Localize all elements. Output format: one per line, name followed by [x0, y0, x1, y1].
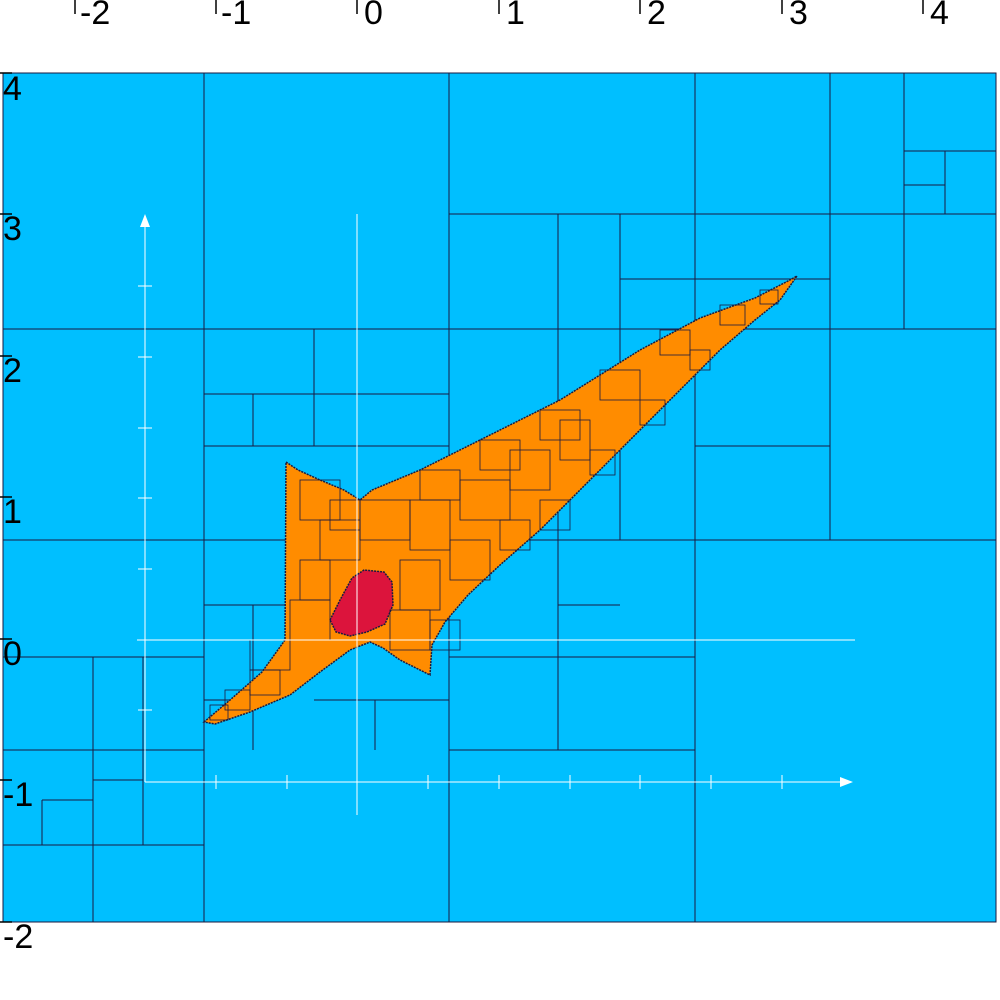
top-axis: -2 -1 0 1 2 3 4: [74, 0, 949, 32]
left-tick-label: 0: [3, 635, 22, 673]
fine-box: [319, 519, 361, 561]
fine-box: [509, 449, 551, 491]
fine-box: [719, 304, 746, 326]
top-tick-label: -2: [80, 0, 110, 32]
fine-box: [639, 399, 666, 426]
left-tick-label: 2: [3, 352, 22, 390]
fine-box: [449, 539, 491, 581]
overlay-ticks: [138, 285, 783, 789]
left-tick-label: 3: [3, 210, 22, 248]
left-tick-label: 1: [3, 493, 22, 531]
fine-box: [459, 479, 511, 521]
fine-box: [499, 519, 531, 551]
fine-box: [479, 439, 521, 471]
top-tick-label: 3: [789, 0, 808, 32]
overlay-x-arrow-icon: [840, 777, 853, 787]
fine-box: [759, 289, 779, 305]
boundary-fine-boxes: [209, 289, 779, 721]
subdivision-grid: [3, 73, 996, 922]
fine-box: [429, 619, 461, 651]
top-tick-label: 2: [647, 0, 666, 32]
left-tick-label: -1: [3, 776, 33, 814]
fine-box: [659, 329, 691, 356]
fine-box: [209, 704, 229, 721]
fine-box: [599, 369, 641, 401]
overlay-y-arrow-icon: [140, 214, 150, 227]
top-tick-label: 1: [506, 0, 525, 32]
top-tick-label: 0: [364, 0, 383, 32]
left-tick-label: -2: [3, 918, 33, 956]
fine-box: [329, 499, 361, 531]
top-tick-label: 4: [930, 0, 949, 32]
left-tick-label: 4: [3, 70, 22, 108]
fine-box: [409, 499, 451, 551]
left-axis: 4 3 2 1 0 -1 -2: [0, 70, 33, 956]
overlay-axes: [137, 214, 855, 815]
top-tick-label: -1: [221, 0, 251, 32]
fine-box: [559, 419, 591, 461]
inner-region: [329, 569, 394, 637]
fine-box: [224, 689, 251, 711]
fine-box: [589, 449, 616, 476]
fine-box: [689, 349, 711, 371]
fine-box: [539, 499, 571, 531]
